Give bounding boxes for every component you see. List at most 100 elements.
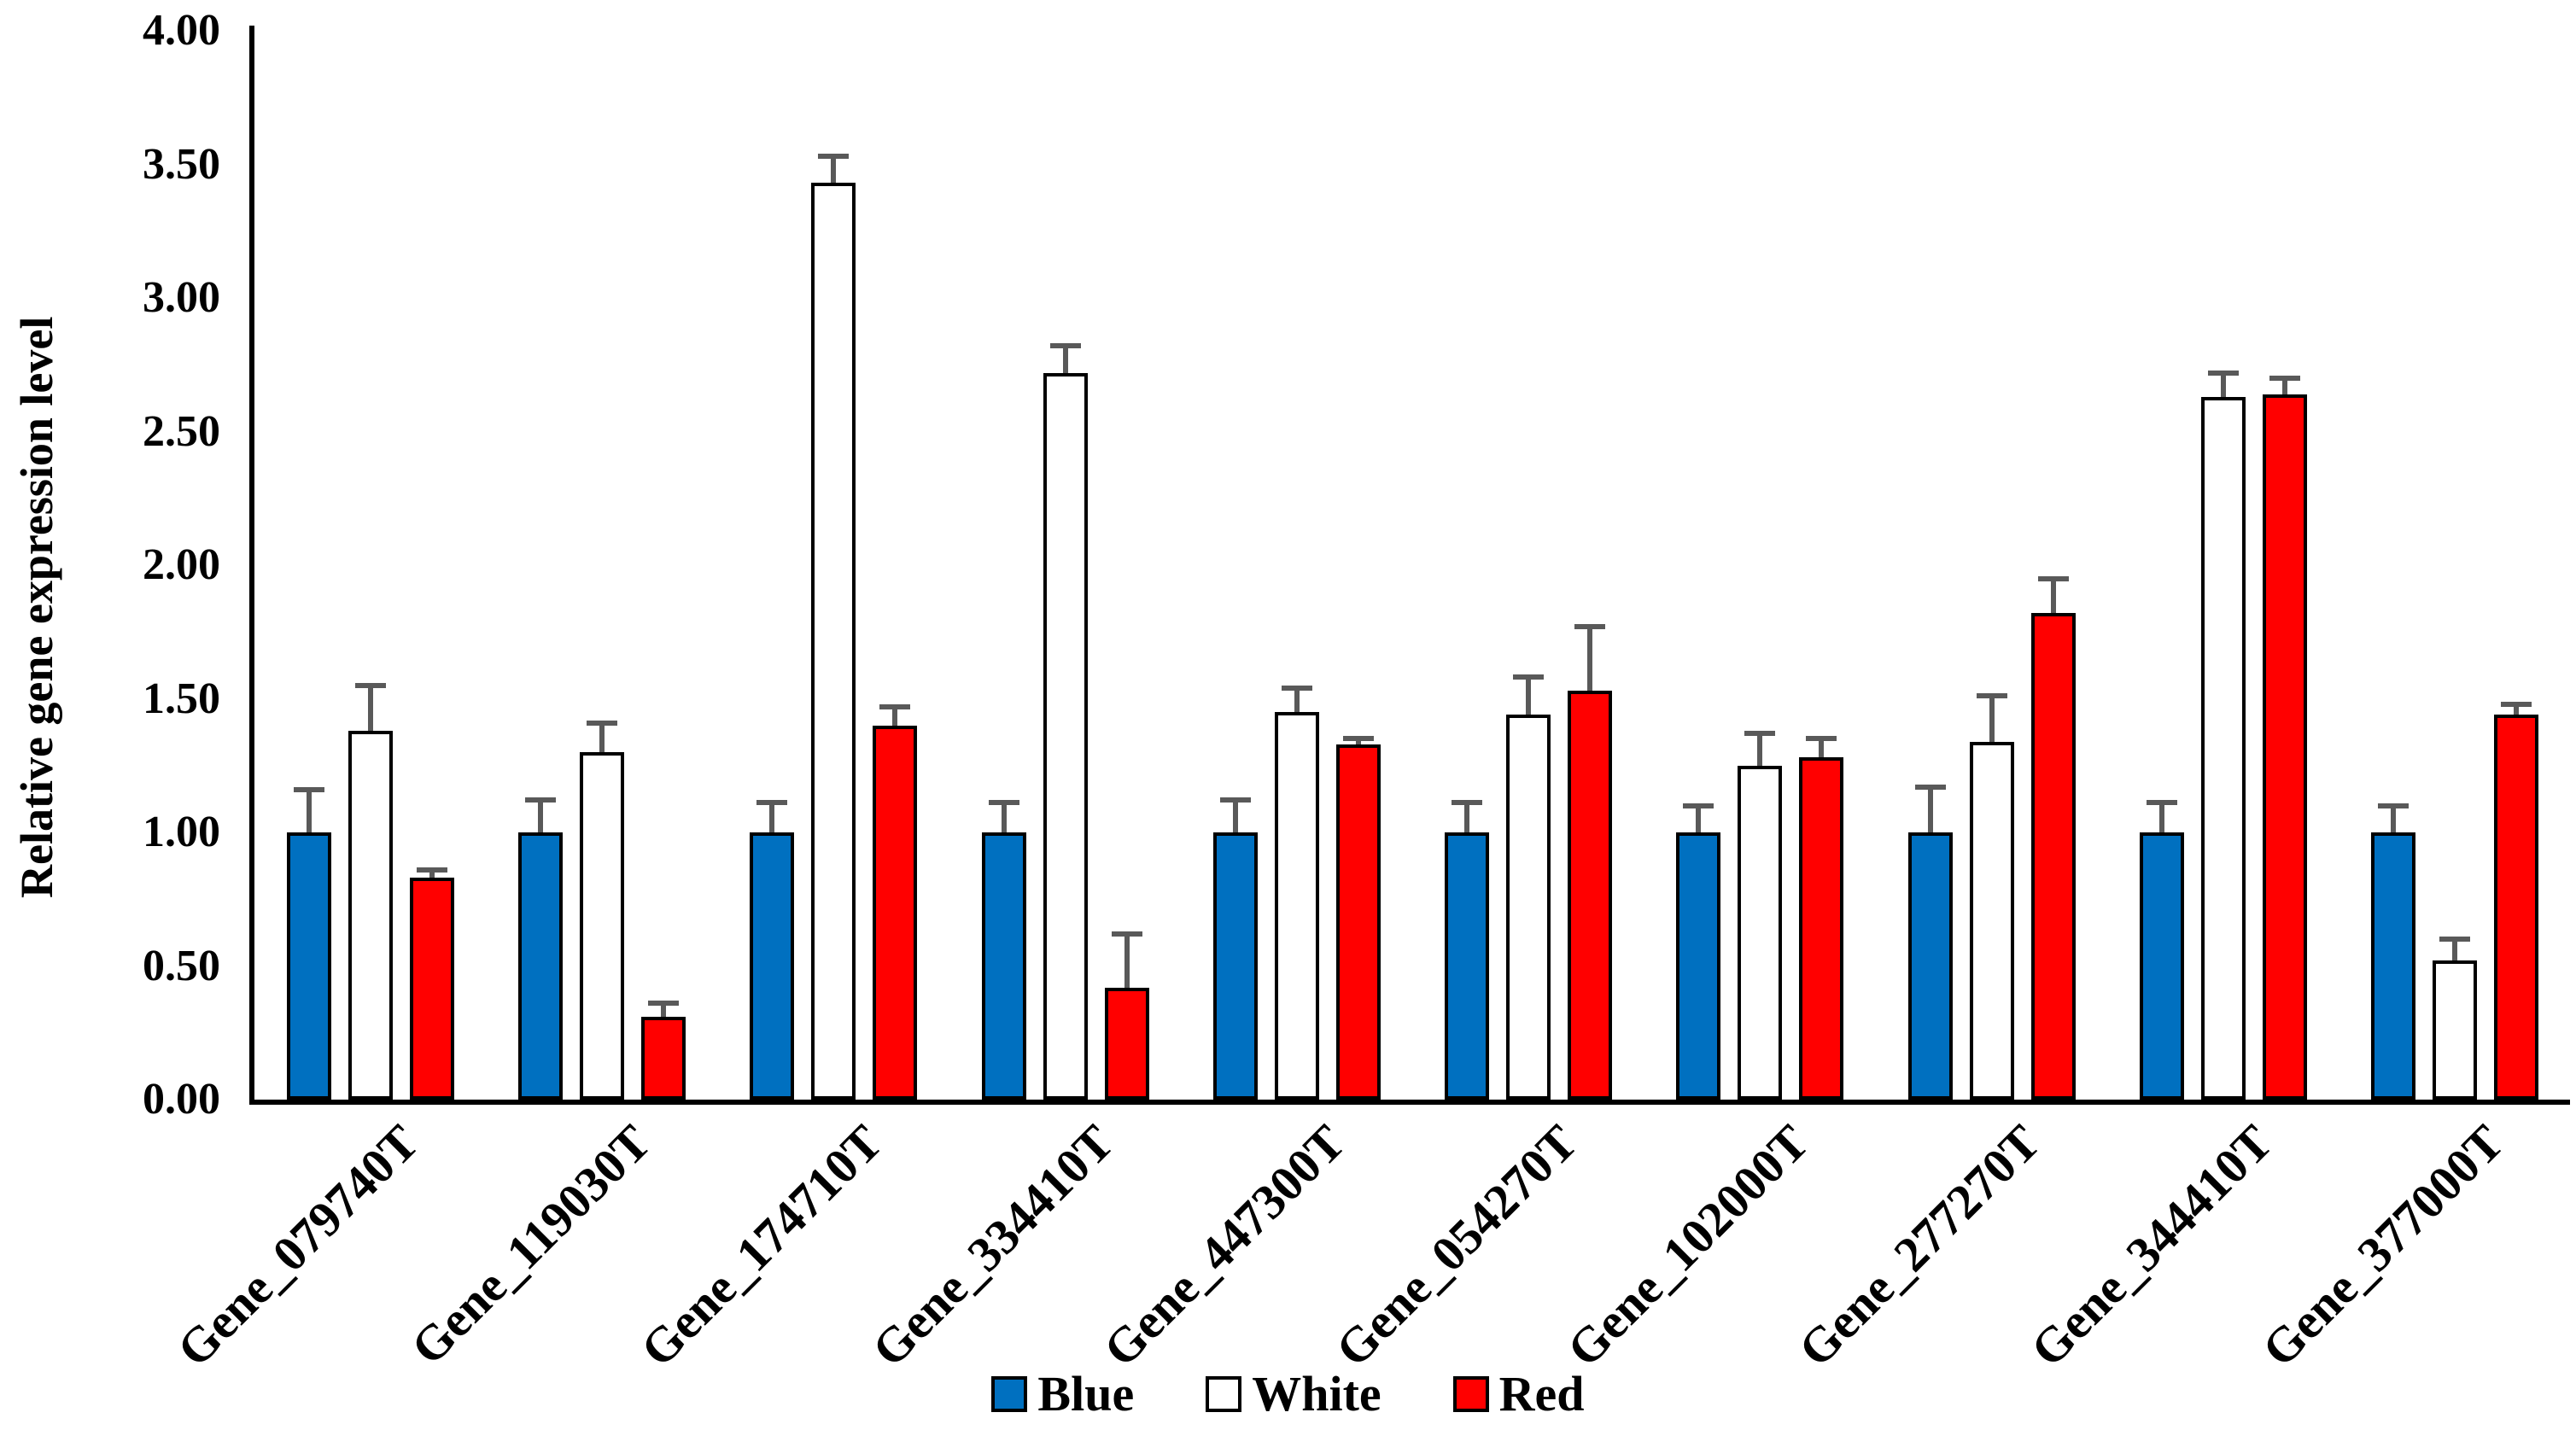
error-bar-line	[599, 720, 605, 753]
error-bar-cap	[1806, 736, 1837, 742]
legend: Blue White Red	[0, 1369, 2576, 1419]
x-category-label: Gene_079740T	[166, 1114, 429, 1378]
error-bar-line	[1526, 674, 1532, 715]
error-bar-line	[2514, 701, 2520, 715]
x-category-label: Gene_174710T	[629, 1114, 893, 1378]
bar-red-gene_377000t	[2494, 715, 2539, 1100]
error-bar-cap	[524, 797, 556, 803]
x-category-label: Gene_054270T	[1324, 1114, 1588, 1378]
legend-label: Red	[1498, 1366, 1585, 1421]
bar-red-gene_079740t	[409, 878, 454, 1100]
error-bar-line	[2282, 375, 2288, 394]
error-bar-line	[306, 786, 312, 832]
bar-white-gene_334410t	[1043, 372, 1088, 1100]
error-bar-cap	[2501, 701, 2532, 707]
legend-swatch-red	[1452, 1376, 1489, 1412]
error-bar-cap	[2147, 800, 2178, 806]
error-bar-line	[1696, 803, 1702, 832]
error-bar-cap	[416, 867, 447, 873]
bar-blue-gene_277270t	[1907, 832, 1953, 1100]
bar-red-gene_344410t	[2263, 394, 2308, 1100]
y-tick-label: 3.50	[143, 139, 220, 189]
legend-label: White	[1252, 1366, 1381, 1421]
bar-blue-gene_079740t	[286, 832, 331, 1100]
legend-item-blue: Blue	[991, 1369, 1134, 1419]
error-bar-cap	[1049, 343, 1081, 349]
bar-blue-gene_054270t	[1445, 832, 1490, 1100]
bar-blue-gene_334410t	[981, 832, 1026, 1100]
error-bar-line	[1294, 685, 1300, 713]
bar-white-gene_079740t	[348, 731, 393, 1100]
legend-item-red: Red	[1452, 1366, 1585, 1421]
y-tick-label: 1.00	[143, 808, 220, 856]
bar-blue-gene_377000t	[2371, 832, 2416, 1100]
bar-white-gene_054270t	[1506, 715, 1551, 1100]
bar-white-gene_377000t	[2433, 960, 2478, 1100]
error-bar-line	[892, 703, 898, 726]
error-bar-line	[1757, 731, 1763, 766]
error-bar-line	[1232, 797, 1238, 832]
error-bar-line	[831, 154, 837, 184]
error-bar-line	[1927, 784, 1933, 832]
y-tick-label: 0.00	[143, 1075, 220, 1124]
error-bar-line	[1001, 800, 1007, 832]
error-bar-line	[2050, 575, 2056, 614]
error-bar-cap	[1683, 803, 1714, 808]
error-bar-line	[1819, 736, 1825, 758]
x-category-label: Gene_277270T	[1787, 1114, 2051, 1378]
error-bar-line	[769, 800, 775, 832]
bar-white-gene_102000t	[1738, 765, 1783, 1100]
x-category-label: Gene_344410T	[2019, 1114, 2283, 1378]
bar-blue-gene_119030t	[517, 832, 563, 1100]
error-bar-cap	[1452, 800, 1483, 806]
x-category-label: Gene_447300T	[1093, 1114, 1356, 1378]
error-bar-line	[660, 1001, 666, 1017]
error-bar-line	[2452, 937, 2458, 961]
bar-white-gene_119030t	[579, 752, 624, 1100]
error-bar-line	[1989, 693, 1995, 742]
legend-label: Blue	[1037, 1366, 1135, 1421]
error-bar-cap	[2378, 803, 2410, 808]
bar-blue-gene_344410t	[2140, 832, 2185, 1100]
error-bar-line	[367, 682, 373, 732]
error-bar-cap	[1914, 784, 1946, 790]
bar-red-gene_447300t	[1335, 744, 1381, 1100]
error-bar-cap	[1111, 931, 1142, 937]
legend-swatch-blue	[991, 1376, 1028, 1412]
bar-blue-gene_174710t	[750, 832, 795, 1100]
bar-red-gene_054270t	[1568, 691, 1613, 1100]
error-bar-cap	[354, 682, 386, 688]
bar-white-gene_277270t	[1969, 741, 2014, 1100]
error-bar-cap	[1281, 685, 1312, 691]
error-bar-cap	[756, 800, 788, 806]
error-bar-cap	[2269, 375, 2301, 381]
error-bar-cap	[879, 703, 911, 709]
y-axis-line	[249, 26, 254, 1105]
y-tick-label: 4.00	[143, 6, 220, 55]
bar-red-gene_174710t	[873, 725, 918, 1100]
legend-swatch-white	[1206, 1376, 1242, 1412]
error-bar-line	[429, 867, 435, 878]
error-bar-cap	[293, 786, 324, 792]
error-bar-cap	[1219, 797, 1251, 803]
x-category-label: Gene_102000T	[1556, 1114, 1820, 1378]
error-bar-line	[2221, 370, 2227, 397]
y-tick-label: 2.00	[143, 540, 220, 589]
bar-white-gene_174710t	[811, 183, 856, 1100]
error-bar-cap	[1513, 674, 1545, 680]
bar-red-gene_334410t	[1104, 987, 1149, 1100]
error-bar-cap	[1342, 736, 1374, 742]
legend-item-white: White	[1206, 1369, 1381, 1419]
bar-red-gene_102000t	[1799, 757, 1844, 1100]
x-category-label: Gene_377000T	[2251, 1114, 2515, 1378]
x-category-label: Gene_119030T	[400, 1114, 662, 1375]
bar-blue-gene_447300t	[1212, 832, 1258, 1100]
bar-red-gene_119030t	[640, 1016, 686, 1100]
error-bar-cap	[1976, 693, 2007, 699]
error-bar-cap	[2208, 370, 2240, 376]
error-bar-cap	[647, 1001, 679, 1007]
bar-white-gene_447300t	[1274, 712, 1319, 1100]
error-bar-line	[537, 797, 543, 832]
plot-area	[254, 31, 2571, 1100]
